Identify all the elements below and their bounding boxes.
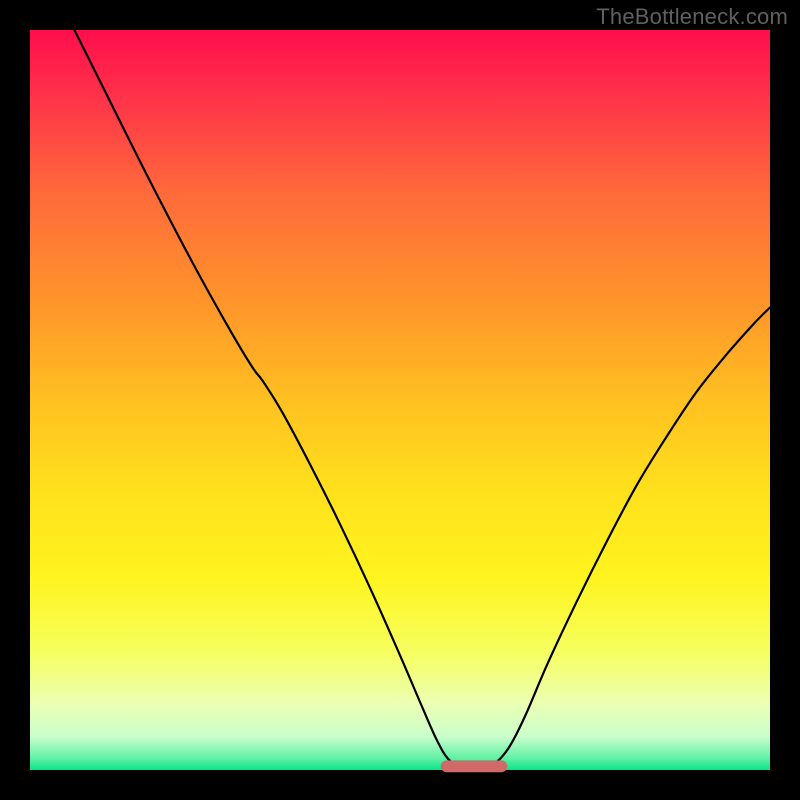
bottleneck-curve-plot	[0, 0, 800, 800]
watermark-text: TheBottleneck.com	[596, 4, 788, 30]
plot-background	[30, 30, 770, 770]
chart-stage: TheBottleneck.com	[0, 0, 800, 800]
bottom-marker	[441, 760, 508, 772]
